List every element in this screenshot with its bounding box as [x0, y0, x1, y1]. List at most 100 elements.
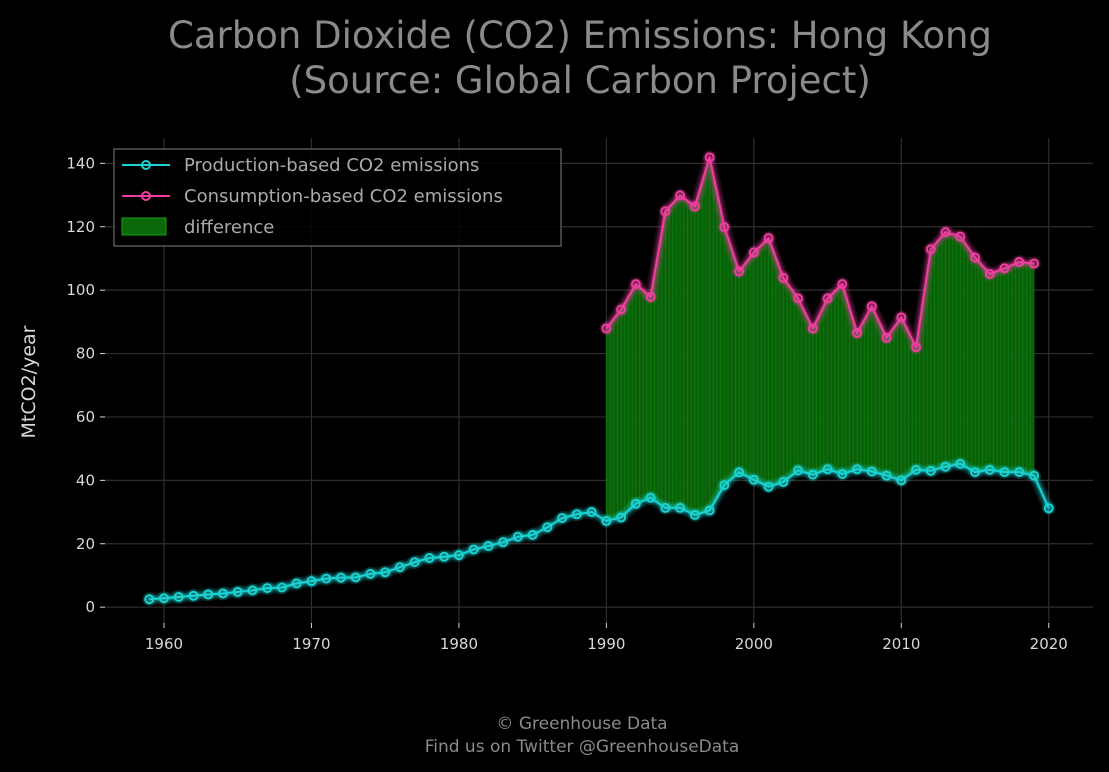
- production-point: [262, 583, 273, 594]
- production-point: [763, 481, 774, 492]
- y-axis-ticks: 0 20 40 60 80 100 120 140: [66, 154, 105, 616]
- production-point: [778, 476, 789, 487]
- consumption-point: [940, 227, 951, 238]
- production-line-glow: [146, 461, 1052, 602]
- chart-subtitle: (Source: Global Carbon Project): [289, 59, 871, 102]
- production-point: [1043, 503, 1054, 514]
- legend-label-production: Production-based CO2 emissions: [184, 155, 479, 176]
- production-point: [365, 568, 376, 579]
- production-point: [689, 509, 700, 520]
- production-point: [321, 573, 332, 584]
- production-point: [380, 567, 391, 578]
- consumption-point: [970, 252, 981, 263]
- series-markers: [142, 150, 1056, 607]
- production-point: [203, 589, 214, 600]
- consumption-point: [704, 152, 715, 163]
- production-point: [188, 590, 199, 601]
- consumption-point: [645, 291, 656, 302]
- production-point: [970, 467, 981, 478]
- production-point: [306, 576, 317, 587]
- y-tick-label: 120: [66, 218, 95, 236]
- y-tick-label: 0: [85, 598, 95, 616]
- production-point: [291, 578, 302, 589]
- legend: Production-based CO2 emissions Consumpti…: [113, 148, 562, 247]
- consumption-point: [911, 342, 922, 353]
- production-point: [704, 505, 715, 516]
- production-point: [616, 512, 627, 523]
- production-point: [557, 513, 568, 524]
- production-point: [866, 466, 877, 477]
- legend-entry-difference: difference: [121, 217, 274, 238]
- consumption-point: [955, 231, 966, 242]
- consumption-point: [925, 244, 936, 255]
- production-point: [247, 585, 258, 596]
- y-tick-label: 40: [76, 471, 95, 489]
- production-point: [350, 572, 361, 583]
- x-tick-label: 1970: [292, 635, 330, 653]
- production-point: [276, 582, 287, 593]
- production-point: [409, 557, 420, 568]
- consumption-point: [719, 222, 730, 233]
- production-point: [158, 593, 169, 604]
- y-tick-label: 80: [76, 345, 95, 363]
- production-point: [394, 562, 405, 573]
- production-point: [911, 464, 922, 475]
- production-point: [793, 465, 804, 476]
- legend-marker-consumption: [141, 191, 151, 201]
- y-axis-label: MtCO2/year: [18, 325, 40, 438]
- x-axis-ticks: 1960 1970 1980 1990 2000 2010 2020: [145, 623, 1068, 653]
- consumption-point: [852, 327, 863, 338]
- production-point: [748, 474, 759, 485]
- consumption-point: [984, 268, 995, 279]
- consumption-point: [866, 301, 877, 312]
- consumption-point: [630, 279, 641, 290]
- legend-entry-production: Production-based CO2 emissions: [122, 155, 479, 176]
- production-point: [439, 551, 450, 562]
- consumption-point: [881, 332, 892, 343]
- production-point: [498, 537, 509, 548]
- production-line-glow: [143, 457, 1055, 606]
- production-point: [719, 480, 730, 491]
- credit-line-2: Find us on Twitter @GreenhouseData: [425, 737, 740, 757]
- production-point: [660, 502, 671, 513]
- production-point: [940, 461, 951, 472]
- production-point: [837, 469, 848, 480]
- production-point: [1014, 467, 1025, 478]
- legend-marker-production: [141, 160, 151, 170]
- y-tick-label: 140: [66, 154, 95, 172]
- production-point: [925, 465, 936, 476]
- production-point: [955, 458, 966, 469]
- production-point: [984, 464, 995, 475]
- production-point: [232, 586, 243, 597]
- production-point: [675, 502, 686, 513]
- consumption-point: [1029, 258, 1040, 269]
- production-point: [335, 572, 346, 583]
- production-point: [822, 464, 833, 475]
- production-point: [453, 550, 464, 561]
- x-tick-label: 2000: [735, 635, 773, 653]
- production-point: [734, 467, 745, 478]
- production-point: [896, 475, 907, 486]
- credit-line-1: © Greenhouse Data: [496, 714, 667, 734]
- production-point: [999, 467, 1010, 478]
- legend-box: [113, 148, 562, 247]
- consumption-point: [601, 323, 612, 334]
- production-point: [645, 492, 656, 503]
- production-point: [807, 469, 818, 480]
- production-point: [144, 594, 155, 605]
- x-tick-label: 2020: [1030, 635, 1068, 653]
- consumption-point: [689, 201, 700, 212]
- consumption-point: [1014, 256, 1025, 267]
- consumption-point: [807, 323, 818, 334]
- legend-label-consumption: Consumption-based CO2 emissions: [184, 186, 503, 207]
- difference-area: [605, 157, 1035, 521]
- x-tick-label: 2010: [882, 635, 920, 653]
- production-point: [512, 531, 523, 542]
- production-point: [586, 507, 597, 518]
- production-line-glow: [145, 459, 1053, 604]
- production-point: [217, 588, 228, 599]
- consumption-point: [734, 266, 745, 277]
- production-point: [571, 509, 582, 520]
- production-point: [468, 544, 479, 555]
- y-tick-label: 60: [76, 408, 95, 426]
